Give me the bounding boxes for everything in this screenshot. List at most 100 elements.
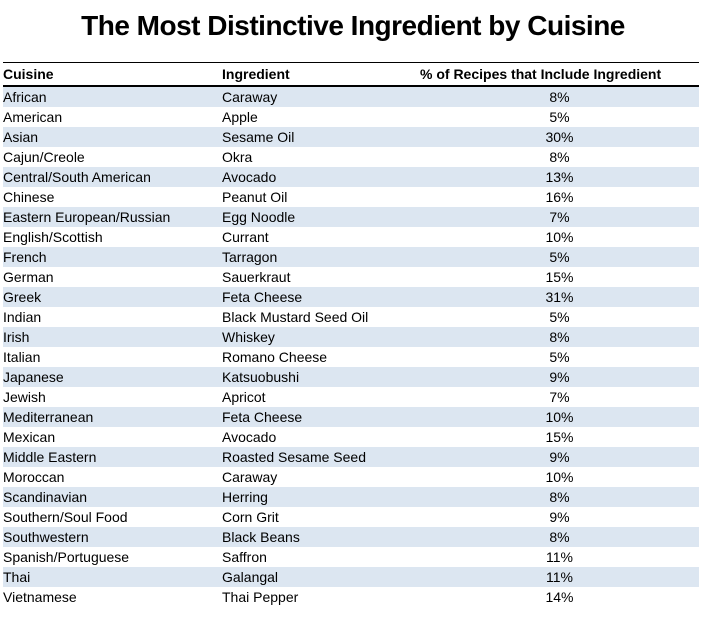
ingredient-cell: Roasted Sesame Seed <box>222 449 366 465</box>
ingredient-cell: Katsuobushi <box>222 369 300 385</box>
ingredient-cell: Peanut Oil <box>222 189 288 205</box>
table-row: German Sauerkraut 15% <box>3 267 699 287</box>
column-header-ingredient: Ingredient <box>222 62 420 87</box>
page-title: The Most Distinctive Ingredient by Cuisi… <box>81 10 625 41</box>
percent-cell: 7% <box>549 209 570 225</box>
ingredient-cell: Egg Noodle <box>222 209 296 225</box>
ingredient-cell: Avocado <box>222 169 277 185</box>
percent-cell: 10% <box>545 229 574 245</box>
ingredient-cell: Sesame Oil <box>222 129 295 145</box>
cuisine-cell: Thai <box>3 569 31 585</box>
cuisine-cell: Scandinavian <box>3 489 88 505</box>
cuisine-cell: Jewish <box>3 389 46 405</box>
table-row: Italian Romano Cheese 5% <box>3 347 699 367</box>
ingredient-cell: Sauerkraut <box>222 269 291 285</box>
percent-cell: 9% <box>549 369 570 385</box>
percent-cell: 8% <box>549 89 570 105</box>
table-row: Eastern European/Russian Egg Noodle 7% <box>3 207 699 227</box>
cuisine-cell: Mexican <box>3 429 56 445</box>
percent-cell: 15% <box>545 429 574 445</box>
table-row: Scandinavian Herring 8% <box>3 487 699 507</box>
percent-cell: 13% <box>545 169 574 185</box>
column-header-percent: % of Recipes that Include Ingredient <box>420 62 699 87</box>
table-row: Greek Feta Cheese 31% <box>3 287 699 307</box>
cuisine-cell: Spanish/Portuguese <box>3 549 130 565</box>
percent-cell: 7% <box>549 389 570 405</box>
ingredient-cell: Caraway <box>222 469 278 485</box>
ingredient-cell: Galangal <box>222 569 279 585</box>
table-row: Middle Eastern Roasted Sesame Seed 9% <box>3 447 699 467</box>
table-row: English/Scottish Currant 10% <box>3 227 699 247</box>
table-row: Cajun/Creole Okra 8% <box>3 147 699 167</box>
ingredient-cell: Corn Grit <box>222 509 279 525</box>
percent-cell: 8% <box>549 529 570 545</box>
cuisine-cell: French <box>3 249 47 265</box>
table-body: African Caraway 8% American Apple 5% Asian Sesa… <box>3 86 699 607</box>
cuisine-cell: Italian <box>3 349 41 365</box>
cuisine-cell: American <box>3 109 63 125</box>
table-row: Mediterranean Feta Cheese 10% <box>3 407 699 427</box>
cuisine-cell: Eastern European/Russian <box>3 209 171 225</box>
percent-cell: 14% <box>545 589 574 605</box>
ingredient-cell: Romano Cheese <box>222 349 328 365</box>
percent-cell: 10% <box>545 469 574 485</box>
ingredient-cell: Black Mustard Seed Oil <box>222 309 369 325</box>
percent-cell: 30% <box>545 129 574 145</box>
percent-cell: 9% <box>549 449 570 465</box>
table-row: Moroccan Caraway 10% <box>3 467 699 487</box>
cuisine-cell: Indian <box>3 309 42 325</box>
ingredient-cell: Feta Cheese <box>222 289 303 305</box>
table-row: Spanish/Portuguese Saffron 11% <box>3 547 699 567</box>
percent-cell: 9% <box>549 509 570 525</box>
cuisine-cell: Irish <box>3 329 30 345</box>
cuisine-cell: English/Scottish <box>3 229 103 245</box>
ingredient-cell: Saffron <box>222 549 267 565</box>
percent-cell: 8% <box>549 329 570 345</box>
table-row: Irish Whiskey 8% <box>3 327 699 347</box>
table-header: Cuisine Ingredient % of Recipes that Inc… <box>3 62 699 87</box>
percent-cell: 5% <box>549 309 570 325</box>
cuisine-cell: Japanese <box>3 369 64 385</box>
ingredient-cell: Apricot <box>222 389 266 405</box>
cuisine-cell: Chinese <box>3 189 55 205</box>
ingredient-cell: Whiskey <box>222 329 275 345</box>
table-row: Southwestern Black Beans 8% <box>3 527 699 547</box>
cuisine-cell: Asian <box>3 129 39 145</box>
percent-cell: 31% <box>545 289 574 305</box>
cuisine-cell: Middle Eastern <box>3 449 97 465</box>
column-header-cuisine: Cuisine <box>3 62 222 87</box>
ingredient-cell: Black Beans <box>222 529 300 545</box>
table-row: Thai Galangal 11% <box>3 567 699 587</box>
table-row: Asian Sesame Oil 30% <box>3 127 699 147</box>
ingredient-cell: Avocado <box>222 429 277 445</box>
ingredient-cell: Currant <box>222 229 269 245</box>
table-row: Jewish Apricot 7% <box>3 387 699 407</box>
table-row: Japanese Katsuobushi 9% <box>3 367 699 387</box>
cuisine-cell: German <box>3 269 54 285</box>
cuisine-cell: Vietnamese <box>3 589 77 605</box>
cuisine-cell: Moroccan <box>3 469 65 485</box>
cuisine-ingredient-table: Cuisine Ingredient % of Recipes that Inc… <box>3 62 699 607</box>
cuisine-cell: Southern/Soul Food <box>3 509 128 525</box>
percent-cell: 5% <box>549 109 570 125</box>
table-row: Indian Black Mustard Seed Oil 5% <box>3 307 699 327</box>
percent-cell: 15% <box>545 269 574 285</box>
ingredient-cell: Tarragon <box>222 249 278 265</box>
table-row: Vietnamese Thai Pepper 14% <box>3 587 699 607</box>
ingredient-cell: Caraway <box>222 89 278 105</box>
percent-cell: 10% <box>545 409 574 425</box>
ingredient-cell: Herring <box>222 489 268 505</box>
ingredient-cell: Okra <box>222 149 253 165</box>
table-row: Mexican Avocado 15% <box>3 427 699 447</box>
percent-cell: 8% <box>549 149 570 165</box>
percent-cell: 11% <box>546 549 573 565</box>
percent-cell: 16% <box>545 189 574 205</box>
cuisine-cell: Mediterranean <box>3 409 94 425</box>
cuisine-cell: Central/South American <box>3 169 151 185</box>
cuisine-cell: Greek <box>3 289 42 305</box>
percent-cell: 8% <box>549 489 570 505</box>
cuisine-cell: Southwestern <box>3 529 89 545</box>
ingredient-cell: Apple <box>222 109 258 125</box>
cuisine-cell: Cajun/Creole <box>3 149 85 165</box>
